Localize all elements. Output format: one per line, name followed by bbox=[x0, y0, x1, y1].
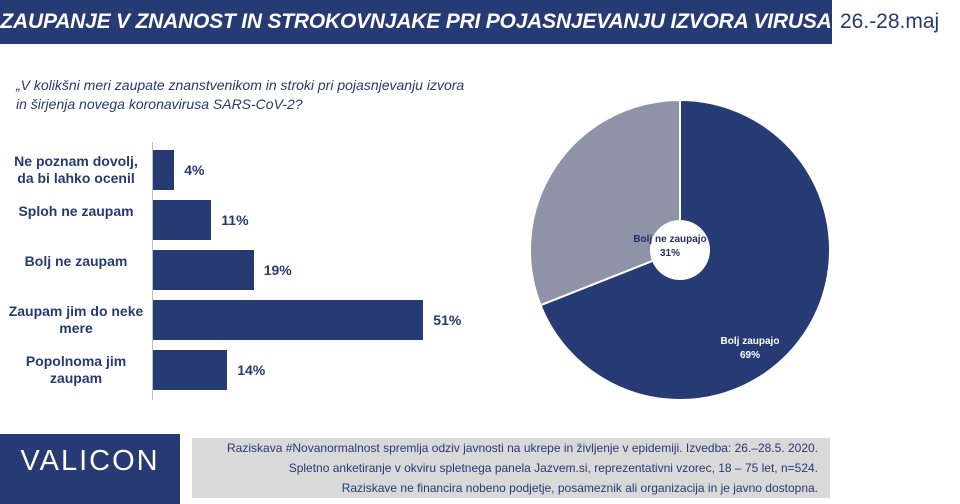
pie-slice bbox=[529, 98, 681, 307]
bar bbox=[153, 300, 424, 340]
bar-value-label: 11% bbox=[221, 212, 249, 228]
footnote-line-1: Raziskava #Novanormalnost spremlja odziv… bbox=[227, 441, 818, 455]
pie-value-label: 31% bbox=[660, 248, 680, 259]
bar-value-label: 51% bbox=[433, 312, 462, 328]
bar-label: Popolnoma jim zaupam bbox=[25, 353, 127, 386]
footnote-box bbox=[192, 438, 830, 498]
donut-chart: Bolj zaupajo 69% Bolj ne zaupajo 31% bbox=[529, 98, 831, 401]
header-bar bbox=[0, 0, 832, 44]
bar bbox=[153, 150, 175, 190]
bar-axis bbox=[152, 142, 153, 400]
logo-box bbox=[0, 434, 180, 504]
pie-value-label: 69% bbox=[740, 350, 760, 361]
bar bbox=[153, 200, 212, 240]
date-label: 26.-28.maj bbox=[840, 10, 940, 33]
bar-value-label: 19% bbox=[263, 262, 292, 278]
pie-category-label: Bolj zaupajo bbox=[721, 336, 780, 347]
bar bbox=[153, 350, 228, 390]
donut-hole bbox=[650, 220, 710, 280]
bar-value-label: 14% bbox=[237, 362, 266, 378]
bar-label: Zaupam jim do neke mere bbox=[8, 303, 144, 336]
bar-label: Ne poznam dovolj, da bi lahko ocenil bbox=[14, 153, 138, 186]
bar-label: Sploh ne zaupam bbox=[18, 203, 134, 219]
footnote-line-2: Spletno anketiranje v okviru spletnega p… bbox=[288, 461, 818, 475]
bar-value-label: 4% bbox=[184, 162, 205, 178]
pie-category-label: Bolj ne zaupajo bbox=[633, 234, 706, 245]
survey-question: „V kolikšni meri zaupate znanstvenikom i… bbox=[16, 77, 465, 112]
page-title: ZAUPANJE V ZNANOST IN STROKOVNJAKE PRI P… bbox=[0, 10, 832, 33]
valicon-logo: VALICON bbox=[20, 445, 160, 477]
footnote-line-3: Raziskave ne financira nobeno podjetje, … bbox=[341, 481, 818, 495]
bar bbox=[153, 250, 254, 290]
bar-label: Bolj ne zaupam bbox=[24, 253, 128, 269]
